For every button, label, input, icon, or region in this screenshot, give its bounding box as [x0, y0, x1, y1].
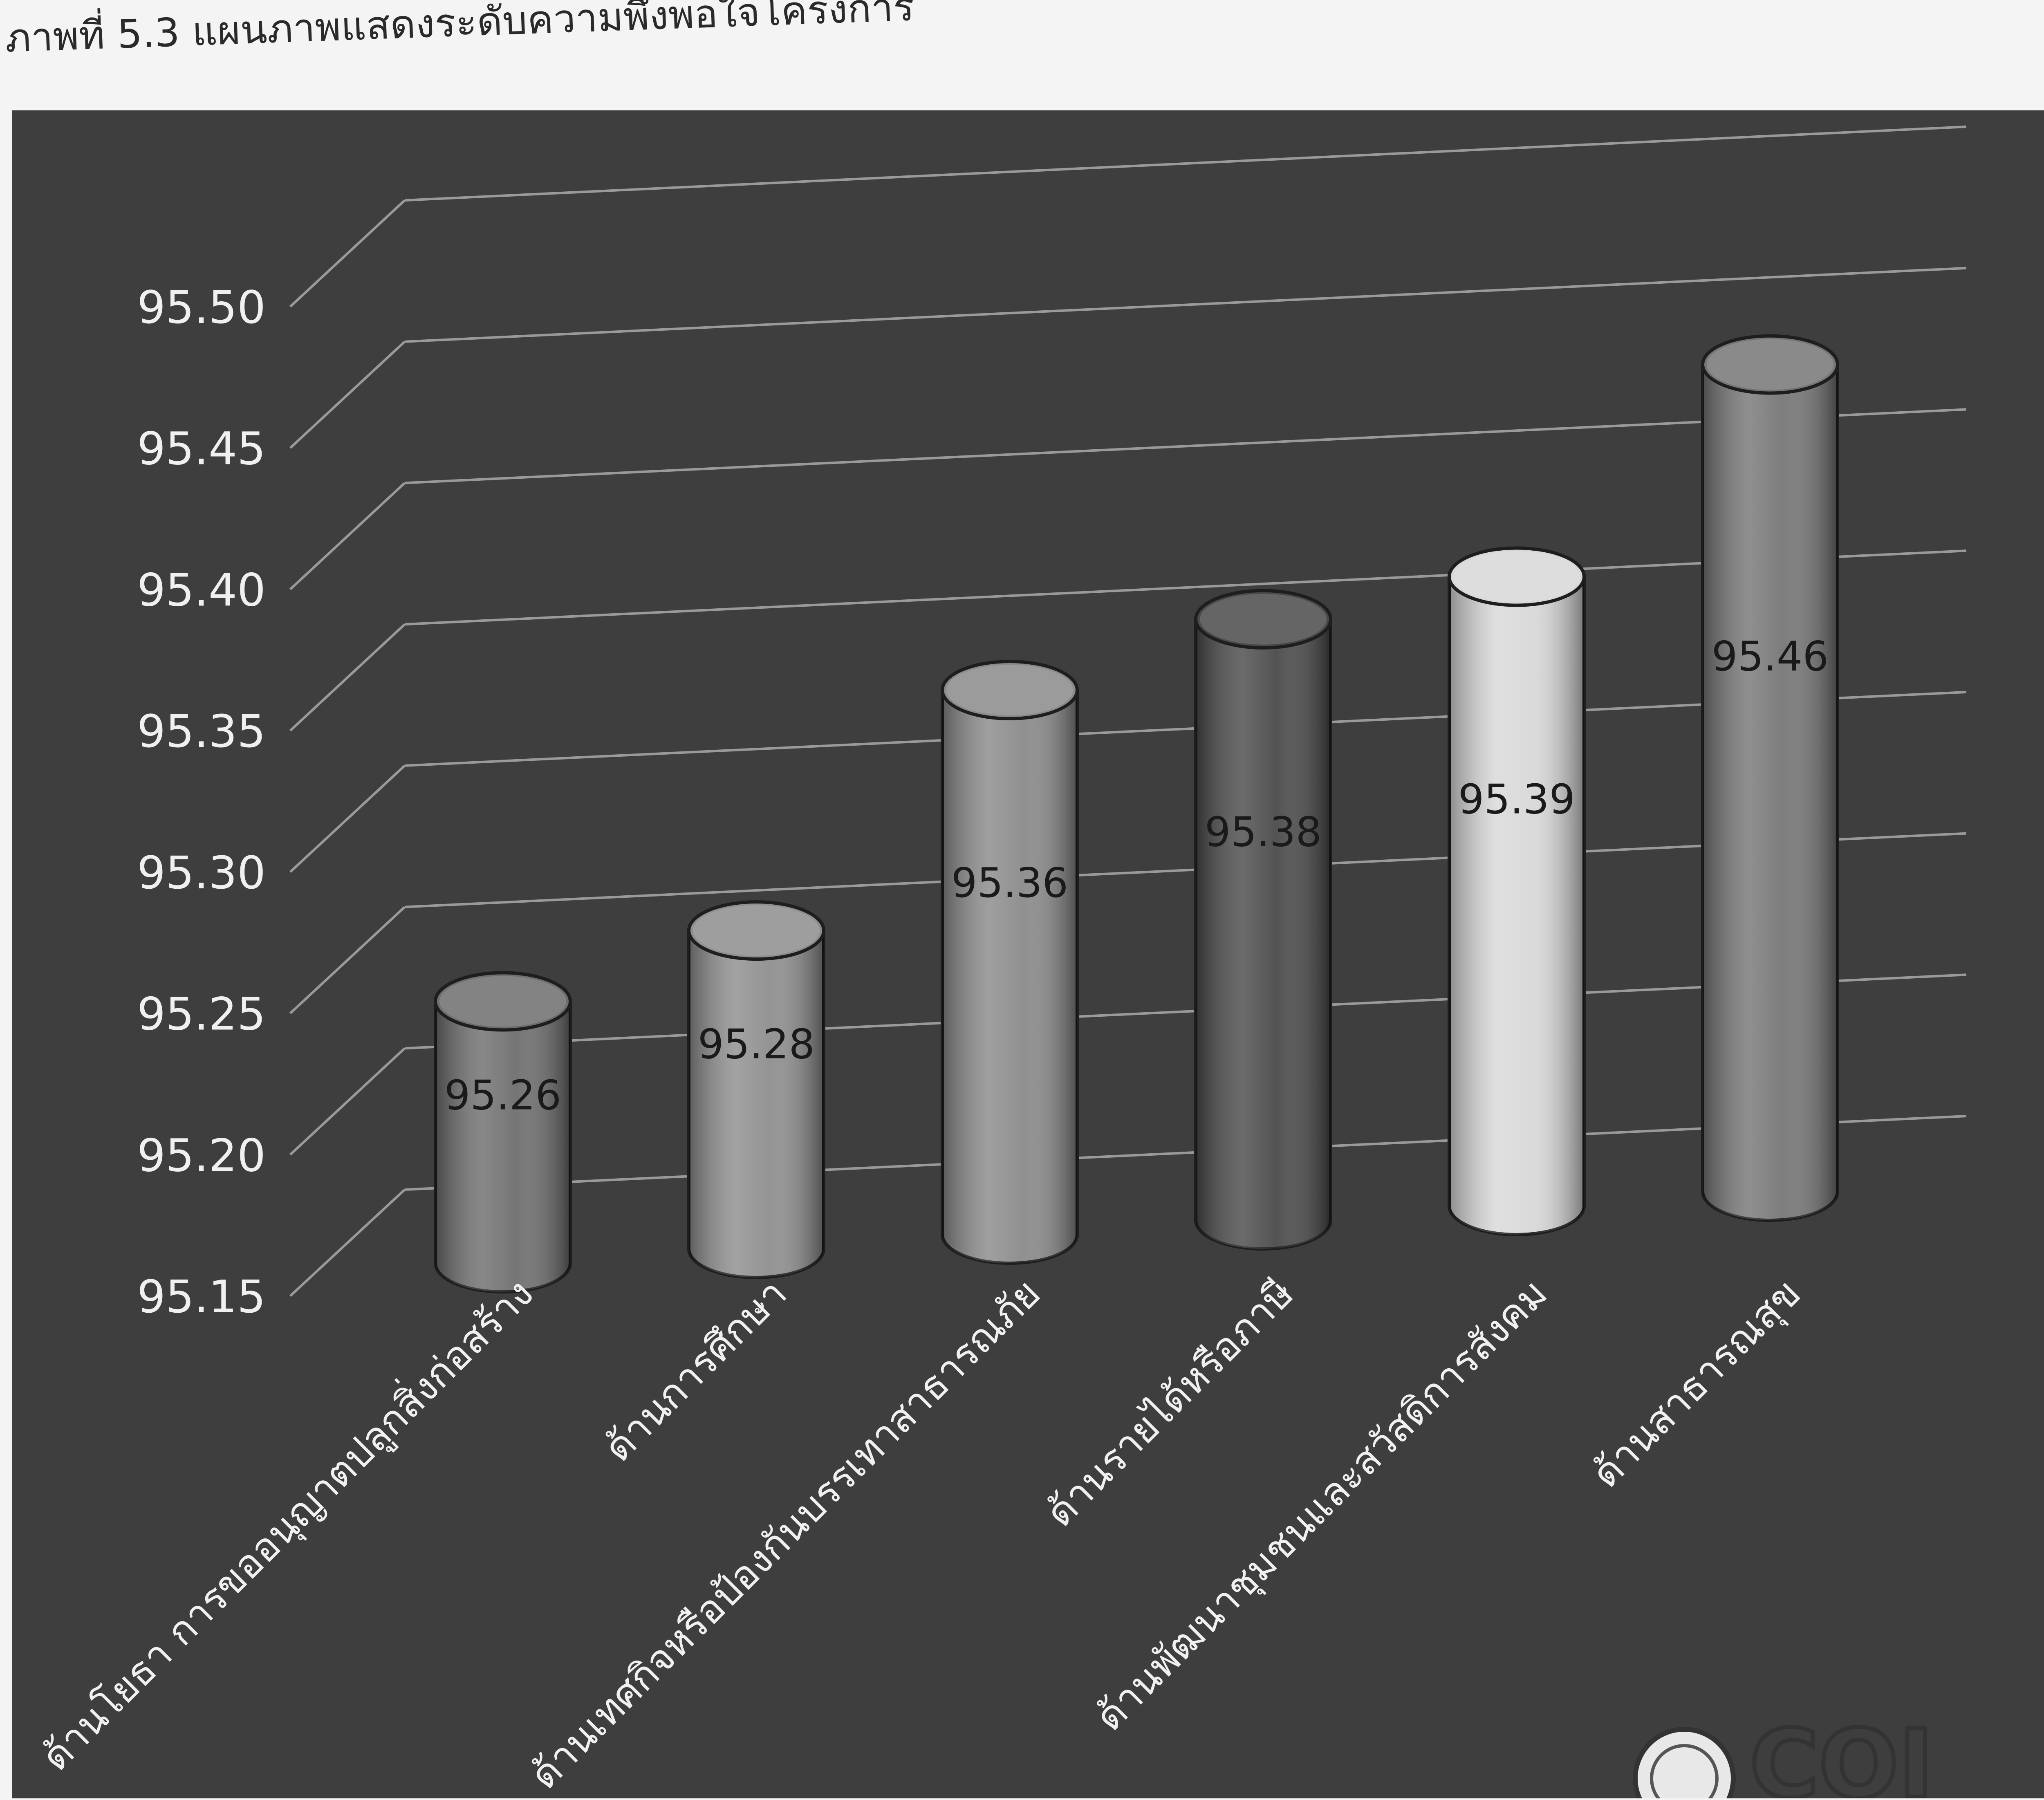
bar-top-cap: [1701, 334, 1839, 395]
bar-value-label: 95.46: [1712, 632, 1829, 680]
bar-value-label: 95.39: [1458, 775, 1575, 823]
grid-line: [404, 267, 1967, 343]
bar-shading: [1449, 576, 1584, 1235]
bar-top-highlight: [439, 976, 566, 1027]
bar-2: 95.28: [687, 900, 825, 1279]
bar-top-cap: [434, 971, 572, 1032]
y-tick-label: 95.40: [137, 564, 266, 616]
bar-top-highlight: [1707, 339, 1833, 390]
bar-top-cap: [1448, 546, 1586, 607]
bar-top-highlight: [1200, 594, 1327, 645]
chart-area: 95.15 95.20 95.25 95.30 95.35 95.40 95.45 95.50…: [12, 110, 2044, 1798]
figure-caption: ภาพที่ 5.3 แผนภาพแสดงระดับความพึงพอใจโคร…: [4, 0, 915, 61]
bar-top-cap: [687, 900, 825, 961]
grid-line-diagonal: [289, 341, 406, 449]
bar-value-label: 95.28: [698, 1020, 815, 1068]
grid-line-diagonal: [289, 482, 406, 590]
seal-icon: [1633, 1727, 1736, 1800]
bar-3: 95.36: [941, 660, 1079, 1265]
bar-shading: [942, 690, 1077, 1263]
bar-4: 95.38: [1194, 589, 1332, 1251]
y-tick-label: 95.35: [137, 705, 266, 758]
bar-top-cap: [1194, 589, 1332, 650]
y-tick-label: 95.25: [137, 988, 266, 1040]
grid-line-diagonal: [289, 1188, 406, 1297]
bar-1: 95.26: [434, 971, 572, 1293]
y-tick-label: 95.30: [137, 847, 266, 899]
bar-chart: 95.15 95.20 95.25 95.30 95.35 95.40 95.45 95.50…: [12, 110, 2044, 1798]
grid-line-diagonal: [289, 906, 406, 1014]
bar-top-highlight: [946, 665, 1073, 715]
bar-5: 95.39: [1448, 546, 1586, 1236]
grid-line-diagonal: [289, 623, 406, 732]
grid-line: [404, 126, 1967, 202]
grid-line-diagonal: [289, 1047, 406, 1156]
bar-top-highlight: [1453, 551, 1580, 602]
bar-6: 95.46: [1701, 334, 1839, 1222]
bar-shading: [689, 930, 824, 1278]
y-tick-label: 95.45: [137, 423, 266, 475]
y-tick-label: 95.15: [137, 1271, 266, 1323]
logo-text: COI: [1750, 1713, 1934, 1798]
logo: COI: [1627, 1708, 2044, 1800]
y-tick-label: 95.50: [137, 281, 266, 334]
bar-shading: [1196, 619, 1331, 1249]
bar-value-label: 95.36: [951, 859, 1068, 907]
y-tick-label: 95.20: [137, 1129, 266, 1181]
bar-value-label: 95.26: [444, 1071, 561, 1119]
bar-shading: [1703, 364, 1838, 1221]
bar-value-label: 95.38: [1205, 808, 1322, 856]
grid-line-diagonal: [289, 764, 406, 873]
grid-line-diagonal: [289, 199, 406, 308]
bar-top-highlight: [693, 905, 820, 956]
bar-shading: [435, 1001, 570, 1292]
bar-top-cap: [941, 660, 1079, 720]
